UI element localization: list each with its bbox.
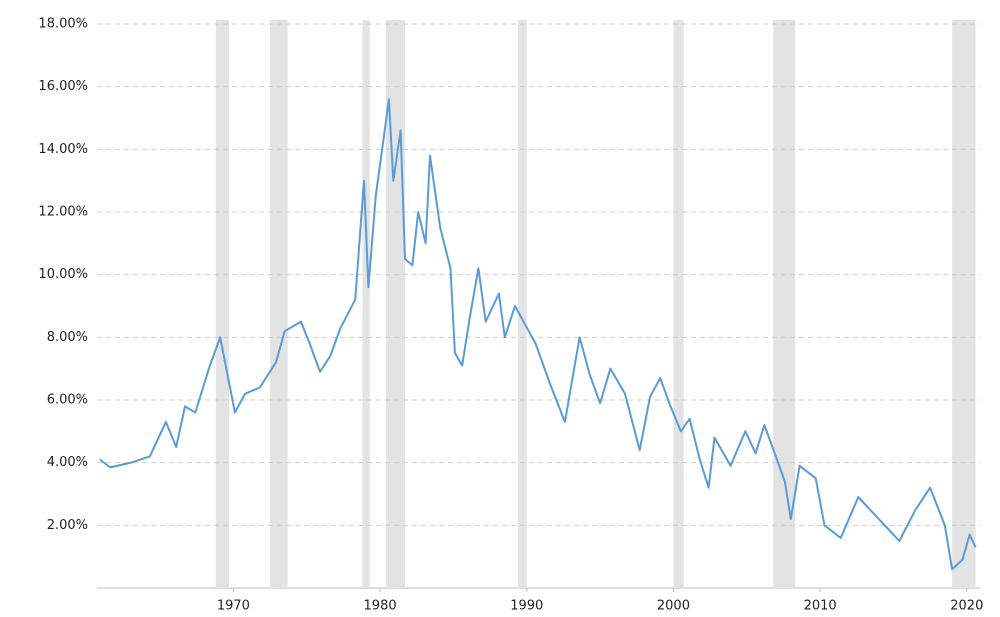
y-tick-label: 14.00% (38, 142, 88, 157)
y-tick-label: 12.00% (38, 205, 88, 220)
y-tick-label: 4.00% (47, 455, 88, 470)
recession-band (270, 20, 288, 588)
recession-band (673, 20, 684, 588)
recession-band (773, 20, 796, 588)
x-tick-label: 1990 (510, 599, 543, 614)
recession-band (952, 20, 976, 588)
y-tick-label: 8.00% (47, 330, 88, 345)
x-tick-label: 2020 (950, 599, 983, 614)
x-tick-label: 2000 (657, 599, 690, 614)
recession-band (385, 20, 406, 588)
x-tick-label: 2010 (804, 599, 837, 614)
y-tick-label: 10.00% (38, 267, 88, 282)
y-tick-label: 6.00% (47, 393, 88, 408)
recession-band (215, 20, 230, 588)
y-tick-label: 16.00% (38, 79, 88, 94)
y-tick-label: 18.00% (38, 17, 88, 32)
recession-band (362, 20, 370, 588)
x-tick-label: 1980 (364, 599, 397, 614)
x-tick-label: 1970 (217, 599, 250, 614)
recession-band (517, 20, 527, 588)
y-tick-label: 2.00% (47, 518, 88, 533)
line-series (99, 98, 977, 571)
